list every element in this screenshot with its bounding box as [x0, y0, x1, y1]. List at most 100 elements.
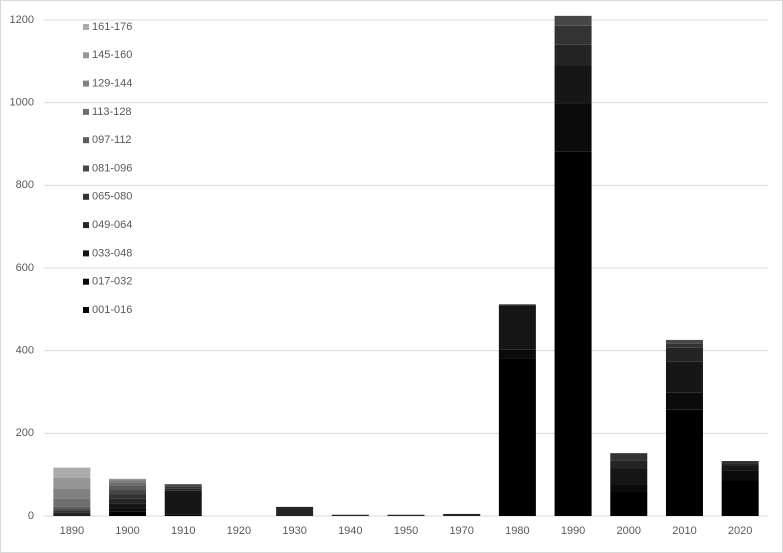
- bar-segment: [53, 467, 91, 478]
- bar-segment: [164, 486, 202, 489]
- legend-label: 113-128: [92, 106, 132, 118]
- legend-label: 097-112: [92, 134, 132, 146]
- legend-label: 129-144: [92, 78, 132, 90]
- x-tick-label: 1980: [505, 525, 529, 537]
- bar-segment: [164, 513, 202, 515]
- bar-segment: [53, 508, 91, 511]
- bar-segment: [498, 358, 536, 516]
- legend-label: 081-096: [92, 162, 132, 174]
- bar-segment: [554, 44, 592, 66]
- bar-segment: [109, 485, 147, 490]
- y-tick-label: 1200: [10, 14, 34, 26]
- bar-segment: [109, 482, 147, 486]
- bar-segment: [554, 65, 592, 104]
- bar-segment: [443, 513, 481, 516]
- y-tick-label: 800: [16, 179, 34, 191]
- legend-swatch: [83, 108, 89, 115]
- x-tick-label: 2000: [617, 525, 641, 537]
- bar-segment: [498, 349, 536, 359]
- bar-segment: [53, 506, 91, 509]
- legend-label: 161-176: [92, 21, 132, 33]
- legend-label: 049-064: [92, 219, 132, 231]
- bar-segment: [53, 488, 91, 499]
- bar-segment: [164, 484, 202, 487]
- bar-segment: [610, 453, 648, 461]
- legend-swatch: [83, 24, 89, 30]
- bar-segment: [53, 513, 91, 515]
- bar-segment: [109, 478, 147, 481]
- bar-segment: [721, 463, 759, 466]
- legend-label: 017-032: [92, 276, 132, 288]
- bar-segment: [721, 470, 759, 481]
- x-tick-label: 1970: [449, 525, 473, 537]
- bar-segment: [665, 392, 703, 410]
- bar-segment: [53, 514, 91, 516]
- bar-segment: [53, 477, 91, 489]
- legend-swatch: [83, 307, 89, 313]
- legend-label: 001-016: [92, 304, 132, 316]
- bar-segment: [109, 511, 147, 516]
- bar-segment: [554, 15, 592, 26]
- bar-segment: [164, 490, 202, 514]
- x-tick-label: 1950: [394, 525, 418, 537]
- legend-swatch: [83, 52, 89, 59]
- bar-segment: [164, 514, 202, 516]
- bar-segment: [721, 461, 759, 464]
- legend-swatch: [83, 137, 89, 144]
- bar-segment: [610, 460, 648, 469]
- legend-swatch: [83, 222, 89, 229]
- x-tick-label: 1920: [227, 525, 251, 537]
- bar-segment: [721, 480, 759, 516]
- bar-segment: [610, 485, 648, 493]
- legend-swatch: [83, 193, 89, 200]
- y-tick-label: 400: [16, 345, 34, 357]
- legend-label: 145-160: [92, 49, 132, 61]
- legend-swatch: [83, 278, 89, 285]
- x-tick-label: 1940: [338, 525, 362, 537]
- x-tick-label: 1930: [282, 525, 306, 537]
- bar-segment: [665, 347, 703, 362]
- legend-label: 033-048: [92, 247, 132, 259]
- bar-segment: [498, 304, 536, 306]
- x-tick-label: 1890: [60, 525, 84, 537]
- bar-segment: [53, 512, 91, 514]
- bar-segment: [109, 503, 147, 509]
- bar-segment: [665, 361, 703, 393]
- bar-segment: [164, 488, 202, 491]
- bar-segment: [109, 480, 147, 483]
- x-tick-label: 1990: [561, 525, 585, 537]
- bar-segment: [53, 515, 91, 516]
- bar-segment: [276, 506, 314, 516]
- legend-swatch: [83, 80, 89, 87]
- bar-segment: [554, 103, 592, 152]
- bar-segment: [53, 510, 91, 513]
- bar-segment: [665, 343, 703, 348]
- bar-segment: [53, 498, 91, 507]
- y-tick-label: 0: [28, 510, 34, 522]
- x-tick-label: 1900: [115, 525, 139, 537]
- bar-segment: [610, 468, 648, 485]
- bar-segment: [721, 465, 759, 471]
- y-tick-label: 200: [16, 427, 34, 439]
- bar-segment: [554, 151, 592, 516]
- bar-segment: [109, 498, 147, 504]
- y-tick-label: 600: [16, 262, 34, 274]
- bar-segment: [109, 494, 147, 499]
- bar-segment: [331, 514, 369, 516]
- bar-segment: [109, 508, 147, 512]
- x-tick-label: 2020: [728, 525, 752, 537]
- bar-segment: [554, 25, 592, 45]
- bar-segment: [665, 339, 703, 344]
- bar-segment: [387, 514, 425, 516]
- y-tick-label: 1000: [10, 97, 34, 109]
- legend-swatch: [83, 165, 89, 172]
- legend-label: 065-080: [92, 191, 132, 203]
- bar-segment: [665, 409, 703, 516]
- bar-segment: [109, 489, 147, 495]
- x-tick-label: 1910: [171, 525, 195, 537]
- x-tick-label: 2010: [672, 525, 696, 537]
- bar-segment: [610, 492, 648, 516]
- bar-segment: [498, 305, 536, 350]
- legend-swatch: [83, 250, 89, 257]
